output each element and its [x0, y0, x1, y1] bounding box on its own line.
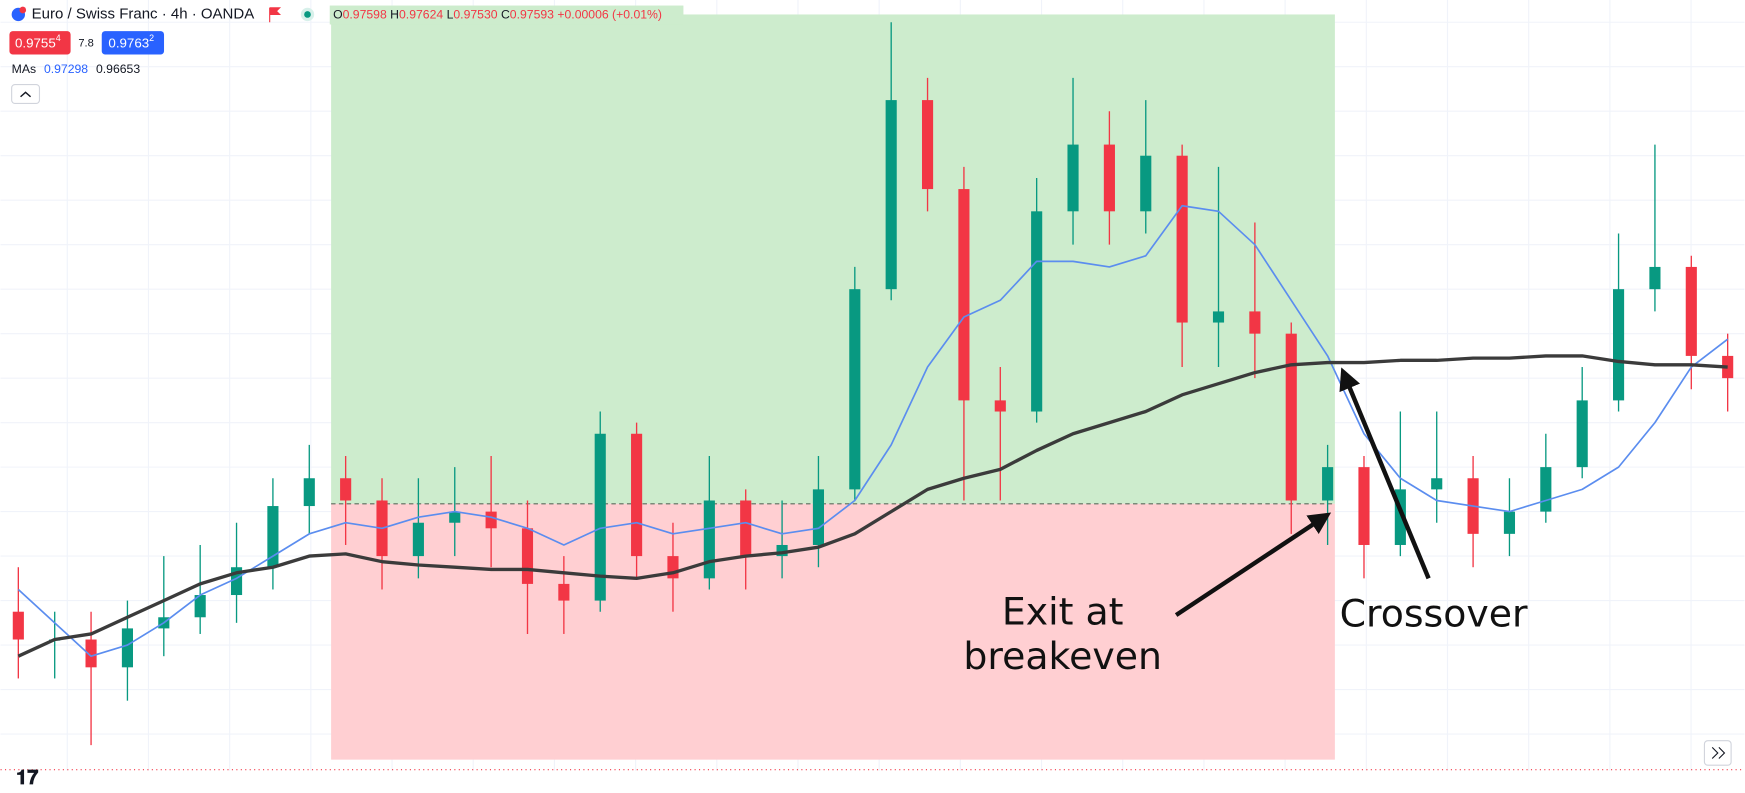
candle-body: [230, 567, 243, 596]
ohlc-value: 0.97593: [510, 8, 554, 22]
candle-body: [1503, 511, 1516, 534]
buy-price-main[interactable]: 0.9763: [108, 35, 149, 50]
candle-body: [1431, 478, 1443, 490]
annotation: Crossover: [1340, 592, 1528, 636]
candle-body: [1394, 489, 1406, 545]
ma-slow-value: 0.96653: [96, 62, 140, 76]
candle-body: [558, 583, 570, 601]
candle-body: [449, 511, 461, 523]
ma-label: MAs: [12, 62, 36, 76]
sell-price[interactable]: 0.97554: [15, 33, 61, 50]
profit-zone: [331, 14, 1335, 504]
ohlc-bg: [329, 5, 684, 25]
logo: 𝟏𝟕: [16, 767, 38, 789]
candle-body: [667, 556, 679, 579]
sell-price-main[interactable]: 0.9755: [15, 35, 56, 50]
scroll-icon[interactable]: [1711, 747, 1726, 759]
collapse-button[interactable]: [11, 83, 41, 104]
ohlc-label: O: [333, 8, 343, 22]
candle-body: [1576, 400, 1588, 468]
symbol-icon: [19, 6, 27, 14]
ohlc-value: 0.97624: [399, 8, 443, 22]
candle-body: [1103, 144, 1115, 212]
candle-body: [1031, 211, 1043, 412]
sell-button[interactable]: [9, 31, 71, 55]
buy-price-pip[interactable]: 2: [149, 33, 154, 43]
candle-body: [594, 433, 606, 601]
candle-body: [631, 433, 643, 557]
arrow: [1174, 512, 1332, 617]
buy-button[interactable]: [101, 31, 165, 55]
ohlc-values: O0.97598 H0.97624 L0.97530 C0.97593 +0.0…: [333, 8, 662, 22]
ohlc-label: H: [390, 8, 399, 22]
candle-body: [194, 595, 206, 618]
loss-zone: [331, 503, 1335, 760]
ohlc-value: 0.97530: [453, 8, 497, 22]
ohlc-label: L: [447, 8, 454, 22]
moving-average: [17, 204, 1729, 658]
candle-body: [1613, 289, 1625, 401]
candle-body: [485, 511, 497, 529]
annotation: breakeven: [963, 634, 1161, 678]
candle-body: [1540, 467, 1552, 512]
candle-body: [303, 478, 315, 507]
candle-body: [776, 544, 788, 557]
flag-icon: [269, 7, 282, 23]
sell-price-pip[interactable]: 4: [56, 33, 61, 43]
candle-body: [958, 189, 970, 401]
symbol-title: Euro / Swiss Franc · 4h · OANDA: [32, 5, 255, 22]
spread: 7.8: [78, 37, 93, 49]
candle-body: [849, 289, 861, 490]
candle-body: [121, 628, 133, 668]
status-icon: [304, 11, 311, 18]
candle-body: [1249, 311, 1261, 334]
ma-legend: MAs 0.97298 0.96653: [12, 62, 141, 76]
buy-price[interactable]: 0.97632: [108, 33, 154, 50]
collapse-icon[interactable]: [20, 91, 32, 98]
candle-body: [921, 100, 934, 190]
candle-body: [521, 528, 534, 584]
candle-body: [1358, 467, 1370, 545]
annotation: Exit at: [1002, 589, 1124, 633]
candle-body: [1322, 467, 1334, 501]
candle-body: [267, 506, 279, 568]
plot-area: [0, 0, 1745, 771]
candle-body: [85, 639, 97, 668]
candle-body: [1285, 333, 1297, 501]
candle-body: [412, 522, 424, 557]
candle-body: [994, 400, 1006, 412]
candle-body: [1067, 144, 1079, 212]
candle-body: [1140, 155, 1152, 212]
ma-fast-value: 0.97298: [44, 62, 88, 76]
candle-body: [1212, 311, 1225, 323]
candle-body: [1649, 266, 1661, 290]
candle-body: [740, 500, 752, 557]
candle-body: [1722, 355, 1734, 379]
candle-body: [1685, 266, 1697, 356]
candle-body: [12, 611, 24, 640]
candle-body: [1176, 155, 1188, 323]
candle-body: [812, 489, 825, 545]
candle-body: [340, 478, 352, 501]
candle-body: [885, 100, 897, 290]
ohlc-label: C: [501, 8, 510, 22]
moving-average: [17, 354, 1728, 658]
ohlc-value: 0.97598: [343, 8, 387, 22]
ohlc-change: +0.00006 (+0.01%): [557, 8, 662, 22]
candle-body: [703, 500, 715, 579]
arrow: [1339, 367, 1431, 580]
